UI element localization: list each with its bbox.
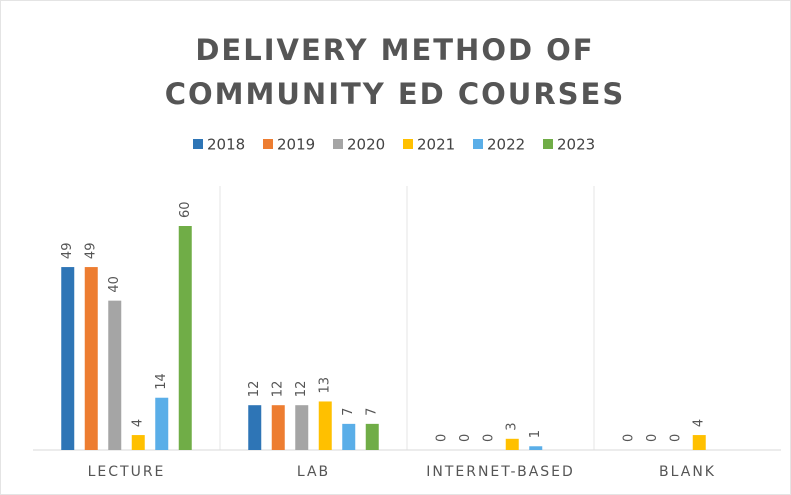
legend-label: 2022 — [487, 136, 525, 154]
legend-swatch — [333, 139, 343, 149]
bar — [318, 401, 332, 450]
data-label: 12 — [271, 381, 286, 398]
data-label: 40 — [107, 276, 122, 293]
data-label: 0 — [458, 434, 473, 442]
data-label: 0 — [645, 434, 660, 442]
x-tick-label: LAB — [297, 464, 330, 480]
legend-swatch — [193, 139, 203, 149]
legend-label: 2019 — [277, 136, 315, 154]
data-label: 12 — [247, 381, 262, 398]
data-label: 4 — [131, 419, 146, 427]
chart-title: DELIVERY METHOD OF COMMUNITY ED COURSES — [164, 33, 626, 111]
bar — [342, 423, 356, 450]
data-label: 0 — [481, 434, 496, 442]
bar — [61, 267, 75, 450]
bar — [271, 405, 285, 450]
data-label: 1 — [528, 430, 543, 438]
bar — [108, 300, 122, 450]
data-label: 14 — [154, 373, 169, 390]
legend-swatch — [263, 139, 273, 149]
data-label: 0 — [621, 434, 636, 442]
bar — [692, 435, 706, 450]
bar — [505, 438, 519, 450]
bar — [178, 226, 192, 450]
x-tick-label: INTERNET-BASED — [426, 464, 575, 480]
data-label: 49 — [84, 243, 99, 260]
bar — [248, 405, 262, 450]
bar — [131, 435, 145, 450]
legend-swatch — [403, 139, 413, 149]
data-label: 3 — [505, 423, 520, 431]
data-label: 4 — [692, 419, 707, 427]
data-label: 13 — [318, 377, 333, 394]
x-tick-label: BLANK — [659, 464, 716, 480]
legend-swatch — [543, 139, 553, 149]
bar — [84, 267, 98, 450]
data-label: 7 — [365, 408, 380, 416]
x-tick-label: LECTURE — [88, 464, 166, 480]
data-label: 7 — [341, 408, 356, 416]
data-label: 0 — [434, 434, 449, 442]
data-label: 12 — [294, 381, 309, 398]
bar — [529, 446, 543, 450]
bar — [365, 423, 379, 450]
legend-label: 2018 — [207, 136, 245, 154]
data-label: 60 — [178, 201, 193, 218]
legend-label: 2021 — [417, 136, 455, 154]
data-label: 49 — [60, 243, 75, 260]
legend-label: 2023 — [557, 136, 595, 154]
bar — [295, 405, 309, 450]
data-label: 0 — [668, 434, 683, 442]
bar — [155, 397, 169, 450]
legend-swatch — [473, 139, 483, 149]
legend-label: 2020 — [347, 136, 385, 154]
